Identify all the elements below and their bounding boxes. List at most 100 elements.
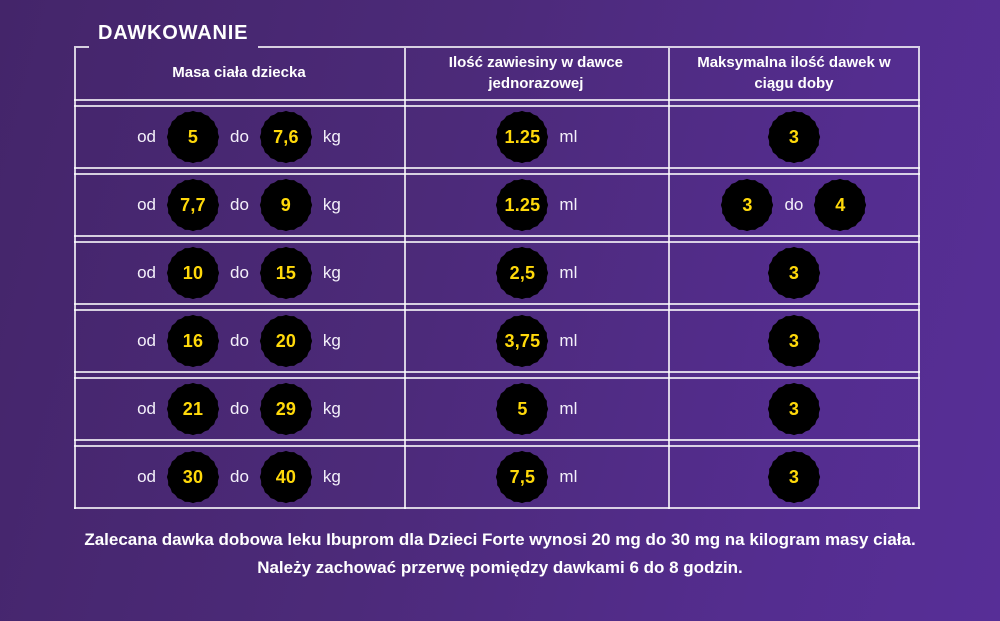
weight-cell: od 16 do 20 kg [74,311,404,371]
max-doses-cell: 3 do [668,107,920,167]
dose-cell: 5 ml [404,379,668,439]
dose-cell: 1.25 ml [404,175,668,235]
weight-from-value: 21 [182,398,204,419]
label-od: od [137,399,156,418]
dose-badge: 3,75 [494,313,550,369]
weight-from-badge: 10 [165,245,221,301]
weight-from-value: 5 [187,126,199,147]
dose-cell: 2,5 ml [404,243,668,303]
weight-cell: od 21 do 29 kg [74,379,404,439]
page-title: DAWKOWANIE [98,22,249,44]
header-dose: Ilość zawiesiny w dawce jednorazowej [448,54,624,92]
weight-cell: od 10 do 15 kg [74,243,404,303]
column-divider-1 [403,48,406,509]
label-do: do [229,263,249,282]
label-do: do [784,195,804,214]
label-ml: ml [559,467,578,486]
weight-cell: od 7,7 do 9 kg [74,175,404,235]
table-row: od 21 do 29 kg 5 ml 3 do [74,377,920,441]
max-doses-cell: 3 do [668,447,920,507]
max-doses-cell: 3 do 4 [668,175,920,235]
weight-cell: od 5 do 7,6 kg [74,107,404,167]
weight-to-value: 15 [275,262,297,283]
dosage-table: Masa ciała dziecka Ilość zawiesiny w daw… [74,48,920,509]
label-do: do [229,195,249,214]
label-od: od [137,195,156,214]
dose-value: 5 [517,398,528,419]
max-doses-to-value: 4 [835,194,846,215]
label-ml: ml [559,127,578,146]
max-doses-value: 3 [788,262,800,283]
column-divider-2 [667,48,670,509]
table-row: od 10 do 15 kg 2,5 ml 3 do [74,241,920,305]
table-border-right [918,48,920,509]
label-kg: kg [322,331,341,350]
max-doses-badge: 3 [766,449,822,505]
header-max-doses: Maksymalna ilość dawek w ciągu doby [697,54,891,92]
panel-title-row: DAWKOWANIE [74,14,920,48]
label-od: od [137,263,156,282]
label-do: do [229,399,249,418]
max-doses-badge: 3 [766,245,822,301]
weight-from-badge: 16 [165,313,221,369]
weight-from-value: 16 [182,330,204,351]
label-od: od [137,127,156,146]
max-doses-value: 3 [788,330,800,351]
weight-from-badge: 7,7 [165,177,221,233]
max-doses-value: 3 [742,194,753,215]
weight-to-value: 7,6 [273,126,299,147]
weight-to-value: 9 [280,194,292,215]
max-doses-badge: 3 [719,177,775,233]
weight-to-value: 40 [275,466,297,487]
weight-to-badge: 7,6 [258,109,314,165]
dosage-note-line1: Zalecana dawka dobowa leku Ibuprom dla D… [84,530,916,549]
label-kg: kg [322,195,341,214]
dose-badge: 1.25 [494,109,550,165]
dose-cell: 1.25 ml [404,107,668,167]
max-doses-upper: do 4 [784,177,868,233]
dose-badge: 1.25 [494,177,550,233]
label-kg: kg [322,467,341,486]
max-doses-badge: 3 [766,313,822,369]
title-corner-dash [74,46,89,48]
weight-to-value: 29 [275,398,297,419]
dose-cell: 3,75 ml [404,311,668,371]
label-od: od [137,331,156,350]
label-od: od [137,467,156,486]
label-do: do [229,467,249,486]
dosage-note-line2: Należy zachować przerwę pomiędzy dawkami… [257,558,743,578]
dose-badge: 7,5 [494,449,550,505]
weight-cell: od 30 do 40 kg [74,447,404,507]
weight-from-badge: 30 [165,449,221,505]
header-weight: Masa ciała dziecka [172,64,306,82]
label-ml: ml [559,263,578,282]
weight-to-badge: 29 [258,381,314,437]
table-row: od 5 do 7,6 kg 1.25 ml 3 do [74,105,920,169]
table-row: od 7,7 do 9 kg 1.25 ml 3 do 4 [74,173,920,237]
dose-badge: 2,5 [494,245,550,301]
weight-from-value: 30 [182,466,204,487]
table-border-left [74,48,76,509]
weight-to-badge: 9 [258,177,314,233]
label-ml: ml [559,399,578,418]
max-doses-value: 3 [788,126,800,147]
weight-from-badge: 5 [165,109,221,165]
weight-from-value: 10 [182,262,204,283]
label-kg: kg [322,263,341,282]
max-doses-value: 3 [788,398,800,419]
max-doses-cell: 3 do [668,379,920,439]
dose-value: 2,5 [509,262,536,283]
weight-to-value: 20 [275,330,297,351]
weight-to-badge: 40 [258,449,314,505]
max-doses-badge: 3 [766,381,822,437]
dose-value: 1.25 [504,194,541,215]
dose-value: 7,5 [509,466,536,487]
label-kg: kg [322,127,341,146]
table-row: od 16 do 20 kg 3,75 ml 3 do [74,309,920,373]
max-doses-badge: 3 [766,109,822,165]
dose-value: 1.25 [504,126,541,147]
label-ml: ml [559,331,578,350]
dosage-note: Zalecana dawka dobowa leku Ibuprom dla D… [0,526,1000,582]
label-do: do [229,331,249,350]
dose-cell: 7,5 ml [404,447,668,507]
